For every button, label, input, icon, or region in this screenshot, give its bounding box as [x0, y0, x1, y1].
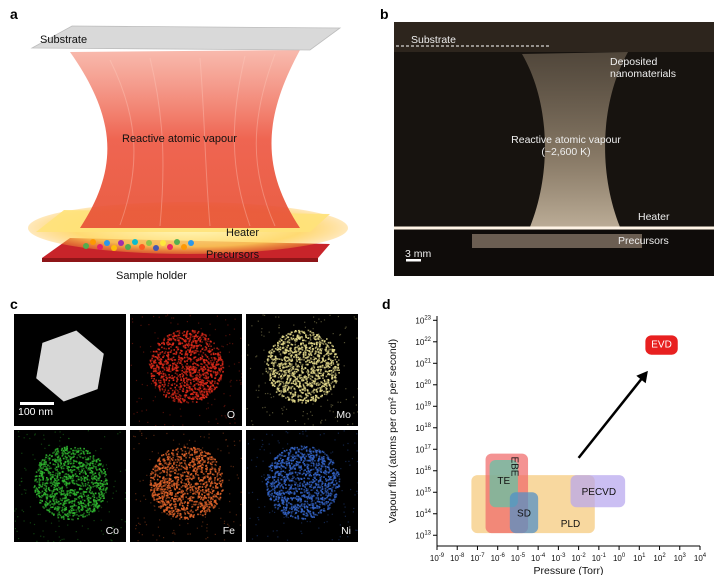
vapour-label-b: Reactive atomic vapour (~2,600 K): [511, 134, 621, 158]
panel-a-letter: a: [10, 6, 18, 22]
vapour-column: [70, 50, 300, 228]
haadf-image-tile: 100 nm: [14, 314, 126, 426]
precursor-particles: [83, 239, 194, 251]
y-axis-label: Vapour flux (atoms per cm² per second): [387, 339, 399, 523]
y-tick-label: 1014: [415, 509, 431, 519]
heater-label-b: Heater: [638, 211, 670, 223]
panel-d-letter: d: [382, 296, 391, 312]
x-tick-label: 101: [633, 553, 646, 563]
x-tick-label: 10-9: [430, 553, 445, 563]
y-tick-label: 1023: [415, 315, 431, 325]
panel-b-letter: b: [380, 6, 389, 22]
y-tick-label: 1020: [415, 380, 431, 390]
region-label-te: TE: [497, 476, 510, 487]
x-tick-label: 10-5: [511, 553, 526, 563]
region-pecvd: [570, 475, 626, 508]
y-tick-label: 1018: [415, 423, 431, 433]
panel-c-letter: c: [10, 296, 18, 312]
vapour-label-a: Reactive atomic vapour: [122, 133, 237, 145]
scale-bar: [20, 402, 54, 405]
trend-arrow: [577, 373, 647, 459]
region-label-sd: SD: [517, 508, 531, 519]
region-sd: [509, 492, 539, 534]
x-tick-label: 102: [653, 553, 666, 563]
precursors-label-a: Precursors: [206, 249, 260, 261]
scale-label-c: 100 nm: [18, 406, 54, 418]
x-tick-label: 10-4: [531, 553, 546, 563]
region-evd: [645, 335, 678, 355]
y-tick-label: 1016: [415, 466, 431, 476]
x-axis-label: Pressure (Torr): [533, 565, 603, 575]
element-map-tile-ni: Ni: [246, 430, 358, 542]
holder-label-a: Sample holder: [116, 270, 187, 282]
substrate-label-a: Substrate: [40, 34, 88, 46]
x-tick-label: 10-3: [551, 553, 566, 563]
region-label-ebe: EBE: [508, 456, 519, 476]
element-map-tile-co: Co: [14, 430, 126, 542]
element-map-tile-o: O: [130, 314, 242, 426]
y-tick-label: 1013: [415, 530, 431, 540]
element-label: Fe: [222, 525, 235, 537]
x-tick-label: 10-1: [592, 553, 607, 563]
element-label: Ni: [341, 525, 351, 537]
precursors-label-b: Precursors: [618, 235, 669, 247]
x-tick-label: 100: [613, 553, 626, 563]
heater-label-a: Heater: [226, 227, 260, 239]
element-label: O: [226, 409, 235, 421]
x-tick-label: 103: [674, 553, 687, 563]
x-tick-label: 10-8: [450, 553, 465, 563]
y-tick-label: 1021: [415, 358, 431, 368]
element-map-tile-fe: Fe: [130, 430, 242, 542]
y-tick-label: 1015: [415, 487, 431, 497]
trend-arrow-head: [636, 370, 648, 384]
element-label: Co: [105, 525, 119, 537]
panel-a-illustration: [28, 25, 348, 262]
region-label-pecvd: PECVD: [582, 487, 616, 498]
element-map-tile-mo: Mo: [246, 314, 358, 426]
panel-b-photo: [394, 22, 714, 276]
x-tick-label: 104: [694, 553, 707, 563]
y-tick-label: 1019: [415, 401, 431, 411]
substrate-label-b: Substrate: [411, 34, 456, 46]
substrate-plate: [30, 25, 342, 51]
x-tick-label: 10-7: [470, 553, 485, 563]
deposited-label-b: Deposited nanomaterials: [610, 56, 676, 80]
y-tick-label: 1022: [415, 337, 431, 347]
region-label-pld: PLD: [561, 519, 580, 530]
x-tick-label: 10-2: [571, 553, 586, 563]
scale-label-b: 3 mm: [405, 248, 432, 260]
region-label-evd: EVD: [651, 340, 672, 351]
x-tick-label: 10-6: [491, 553, 506, 563]
element-label: Mo: [336, 409, 351, 421]
y-tick-label: 1017: [415, 444, 431, 454]
